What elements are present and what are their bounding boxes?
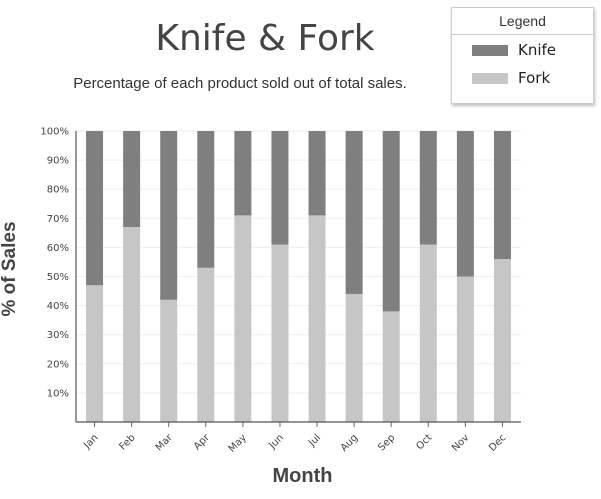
y-tick-label: 90% xyxy=(47,156,69,167)
x-tick-label: Jan xyxy=(81,432,100,451)
bar-fork-jan xyxy=(86,285,104,422)
bar-knife-sep xyxy=(382,131,400,312)
bar-knife-feb xyxy=(123,131,141,228)
y-tick-label: 60% xyxy=(47,243,69,254)
y-tick-label: 70% xyxy=(47,214,69,225)
bar-knife-jul xyxy=(308,131,326,216)
bar-knife-dec xyxy=(493,131,511,260)
legend: Legend Knife Fork xyxy=(451,7,594,104)
bar-knife-nov xyxy=(456,131,474,277)
bar-knife-aug xyxy=(345,131,363,294)
x-tick-label: Jul xyxy=(306,432,323,449)
x-tick-label: Oct xyxy=(414,432,434,452)
legend-item-fork: Fork xyxy=(472,68,550,88)
bar-fork-may xyxy=(234,215,252,422)
bar-fork-jun xyxy=(271,244,289,422)
legend-label-fork: Fork xyxy=(518,69,551,87)
y-tick-label: 10% xyxy=(47,388,69,399)
bar-knife-mar xyxy=(160,131,178,300)
x-axis-label: Month xyxy=(272,465,333,487)
y-tick-label: 40% xyxy=(47,301,69,312)
y-tick-label: 50% xyxy=(47,272,69,283)
legend-title: Legend xyxy=(452,8,593,35)
x-tick-label: Nov xyxy=(450,432,472,454)
bar-fork-dec xyxy=(493,259,511,422)
x-tick-label: Aug xyxy=(339,432,361,454)
x-tick-label: Jun xyxy=(267,432,287,452)
legend-item-knife: Knife xyxy=(472,40,556,60)
bar-fork-jul xyxy=(308,215,326,422)
x-tick-label: Feb xyxy=(117,432,137,452)
y-tick-label: 80% xyxy=(47,185,69,196)
y-tick-label: 100% xyxy=(40,127,69,138)
chart-subtitle: Percentage of each product sold out of t… xyxy=(73,75,407,92)
bar-fork-sep xyxy=(382,311,400,422)
bar-knife-oct xyxy=(419,131,437,245)
x-tick-label: Apr xyxy=(192,432,213,453)
bar-fork-mar xyxy=(160,299,178,422)
bar-fork-apr xyxy=(197,267,215,422)
legend-label-knife: Knife xyxy=(518,41,557,59)
bar-knife-jan xyxy=(86,131,104,286)
y-tick-label: 30% xyxy=(47,330,69,341)
legend-swatch-fork xyxy=(472,72,508,84)
x-tick-label: Mar xyxy=(154,432,176,454)
bar-fork-oct xyxy=(419,244,437,422)
x-tick-label: Dec xyxy=(487,432,508,453)
bar-knife-jun xyxy=(271,131,289,245)
bar-fork-feb xyxy=(123,227,141,422)
x-tick-label: May xyxy=(227,432,249,454)
chart-title: Knife & Fork xyxy=(155,18,375,59)
bar-fork-aug xyxy=(345,293,363,422)
bar-knife-may xyxy=(234,131,252,216)
bar-knife-apr xyxy=(197,131,215,268)
legend-swatch-knife xyxy=(472,44,508,56)
x-tick-label: Sep xyxy=(376,432,397,453)
bar-fork-nov xyxy=(456,276,474,422)
y-tick-label: 20% xyxy=(47,359,69,370)
